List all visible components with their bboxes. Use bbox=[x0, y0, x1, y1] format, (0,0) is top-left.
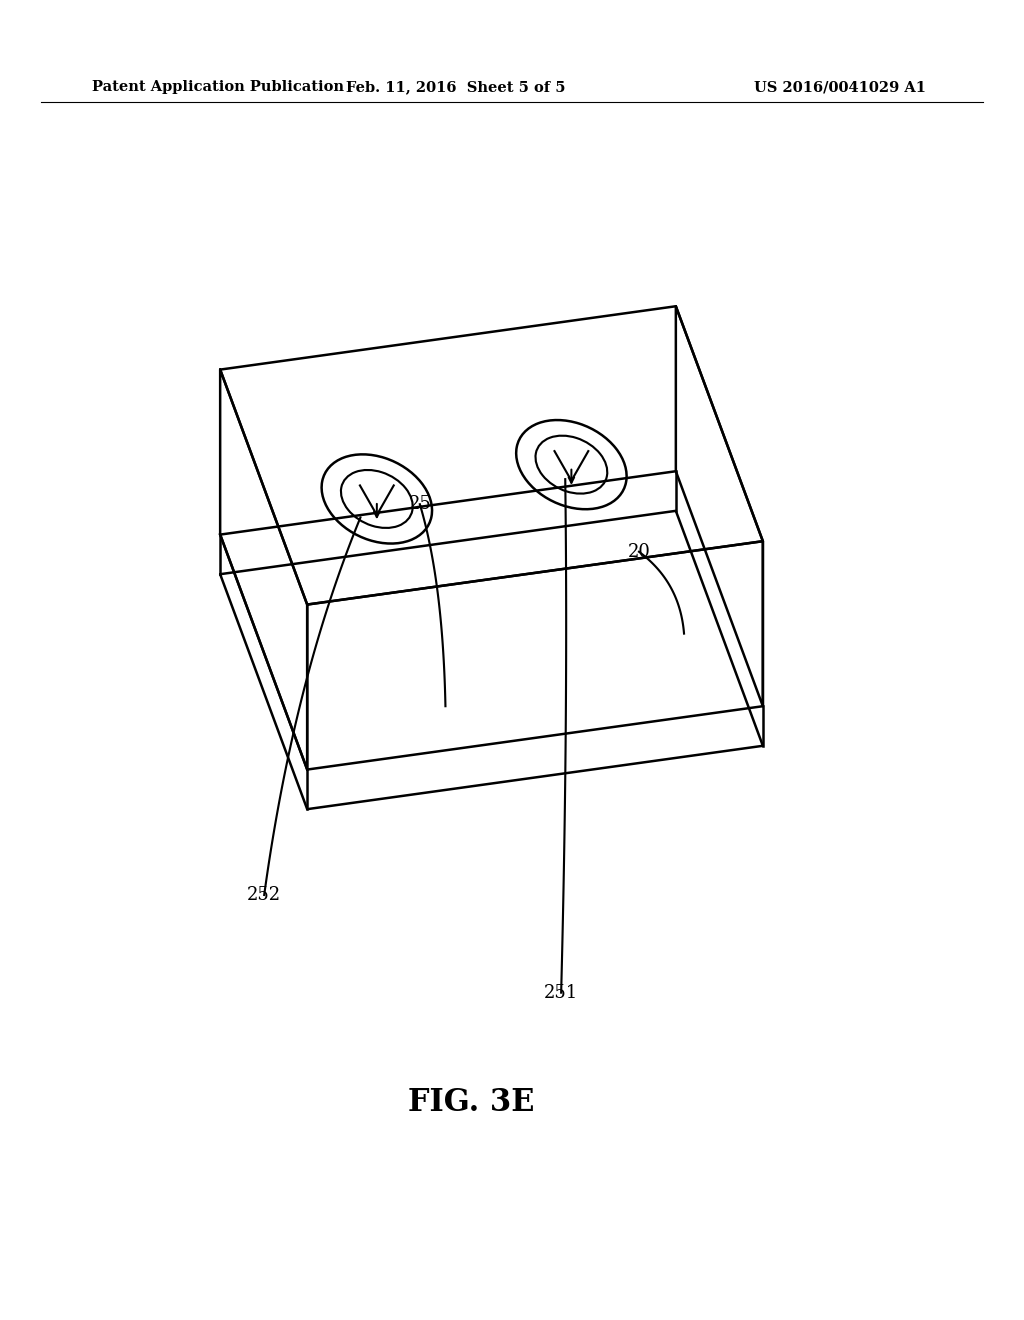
Text: Patent Application Publication: Patent Application Publication bbox=[92, 81, 344, 94]
Text: US 2016/0041029 A1: US 2016/0041029 A1 bbox=[754, 81, 926, 94]
Text: 251: 251 bbox=[544, 983, 579, 1002]
Text: 252: 252 bbox=[247, 886, 282, 904]
Text: Feb. 11, 2016  Sheet 5 of 5: Feb. 11, 2016 Sheet 5 of 5 bbox=[346, 81, 565, 94]
Text: FIG. 3E: FIG. 3E bbox=[408, 1086, 535, 1118]
Text: 25: 25 bbox=[409, 495, 431, 513]
Text: 20: 20 bbox=[628, 543, 650, 561]
